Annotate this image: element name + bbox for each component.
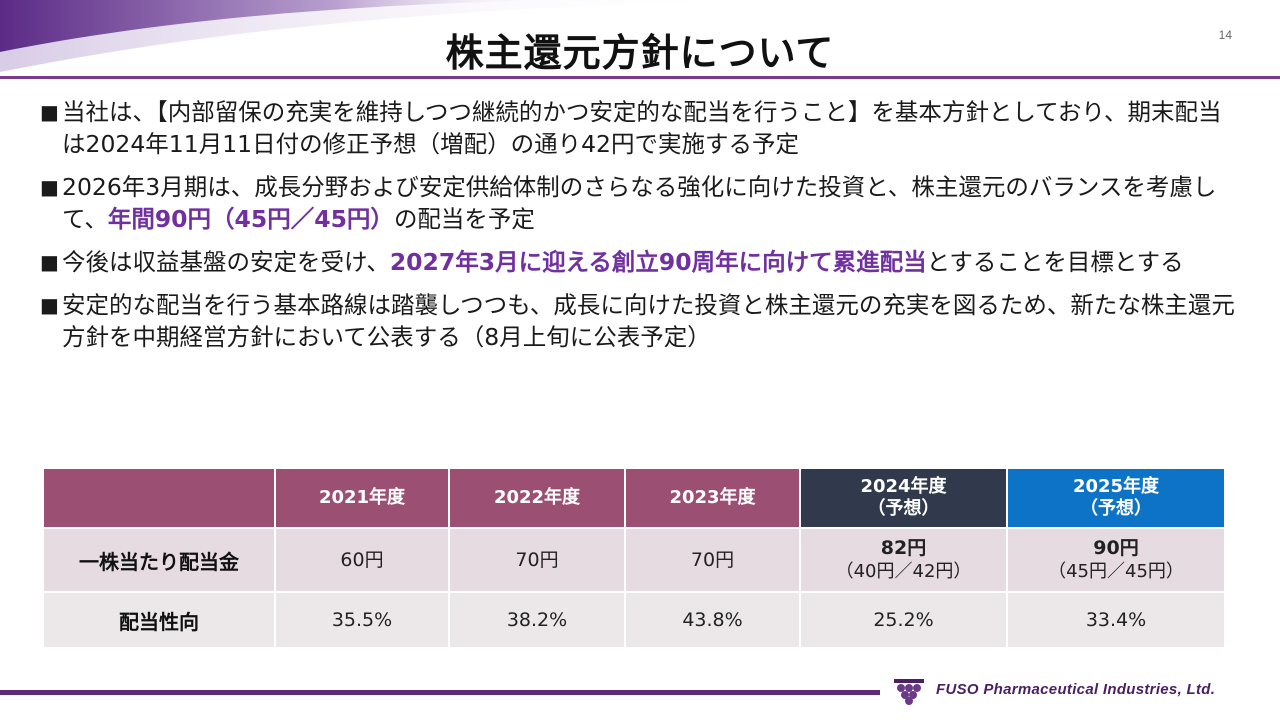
payout-fy2021: 35.5% bbox=[274, 591, 450, 649]
bullet-text-segment: 安定的な配当を行う基本路線は踏襲しつつも、成長に向けた投資と株主還元の充実を図る… bbox=[62, 291, 1235, 351]
bullet-text: 今後は収益基盤の安定を受け、2027年3月に迎える創立90周年に向けて累進配当と… bbox=[62, 246, 1240, 278]
footer-company-name: FUSO Pharmaceutical Industries, Ltd. bbox=[936, 681, 1216, 698]
bullet-text-segment: 当社は、【内部留保の充実を維持しつつ継続的かつ安定的な配当を行うこと】を基本方針… bbox=[62, 98, 1222, 158]
table-row-dividend-per-share: 一株当たり配当金 60円 70円 70円 82円 （40円／42円） 90円 （45… bbox=[42, 527, 1226, 593]
title-divider bbox=[0, 76, 1280, 79]
payout-fy2025: 33.4% bbox=[1006, 591, 1226, 649]
payout-fy2023: 43.8% bbox=[624, 591, 801, 649]
table-row-payout-ratio: 配当性向 35.5% 38.2% 43.8% 25.2% 33.4% bbox=[42, 591, 1226, 649]
bullet-marker: ■ bbox=[40, 293, 59, 317]
header-fy2021: 2021年度 bbox=[274, 467, 450, 529]
bullet-list: ■ 当社は、【内部留保の充実を維持しつつ継続的かつ安定的な配当を行うこと】を基本方… bbox=[40, 96, 1240, 364]
bullet-marker: ■ bbox=[40, 250, 59, 274]
highlighted-text: 年間90円（45円／45円） bbox=[107, 205, 394, 233]
bullet-text: 2026年3月期は、成長分野および安定供給体制のさらなる強化に向けた投資と、株主… bbox=[62, 171, 1240, 235]
bullet-item: ■ 2026年3月期は、成長分野および安定供給体制のさらなる強化に向けた投資と、株… bbox=[40, 171, 1240, 235]
highlighted-text: 2027年3月に迎える創立90周年に向けて累進配当 bbox=[389, 248, 927, 276]
table-corner-cell bbox=[42, 467, 276, 529]
bullet-text-segment: の配当を予定 bbox=[393, 205, 535, 233]
bullet-text: 当社は、【内部留保の充実を維持しつつ継続的かつ安定的な配当を行うこと】を基本方針… bbox=[62, 96, 1240, 160]
table-header-row: 2021年度 2022年度 2023年度 2024年度 （予想） 2025年度 （予… bbox=[42, 467, 1226, 529]
bullet-marker: ■ bbox=[40, 175, 59, 199]
header-fy2024: 2024年度 （予想） bbox=[799, 467, 1008, 529]
bullet-text-segment: とすることを目標とする bbox=[926, 248, 1184, 276]
dps-fy2021: 60円 bbox=[274, 527, 450, 593]
bullet-marker: ■ bbox=[40, 100, 59, 124]
fuso-grape-logo-icon bbox=[894, 679, 924, 705]
header-fy2023: 2023年度 bbox=[624, 467, 801, 529]
slide-title: 株主還元方針について bbox=[445, 31, 835, 75]
dps-fy2024: 82円 （40円／42円） bbox=[799, 527, 1008, 593]
page-number: 14 bbox=[1218, 28, 1232, 42]
payout-fy2022: 38.2% bbox=[448, 591, 626, 649]
bullet-item: ■ 今後は収益基盤の安定を受け、2027年3月に迎える創立90周年に向けて累進配当… bbox=[40, 246, 1240, 278]
bullet-text-segment: 2026年3月期は、成長分野および安定供給体制のさらなる強化に向けた投資と、株主… bbox=[62, 173, 1217, 233]
row-label-payout-ratio: 配当性向 bbox=[42, 591, 276, 649]
payout-fy2024: 25.2% bbox=[799, 591, 1008, 649]
bullet-item: ■ 安定的な配当を行う基本路線は踏襲しつつも、成長に向けた投資と株主還元の充実を図… bbox=[40, 289, 1240, 353]
header-fy2025: 2025年度 （予想） bbox=[1006, 467, 1226, 529]
dps-fy2022: 70円 bbox=[448, 527, 626, 593]
bullet-text-segment: 今後は収益基盤の安定を受け、 bbox=[62, 248, 390, 276]
bullet-text: 安定的な配当を行う基本路線は踏襲しつつも、成長に向けた投資と株主還元の充実を図る… bbox=[62, 289, 1240, 353]
header-fy2022: 2022年度 bbox=[448, 467, 626, 529]
row-label-dividend-per-share: 一株当たり配当金 bbox=[42, 527, 276, 593]
dps-fy2025: 90円 （45円／45円） bbox=[1006, 527, 1226, 593]
bullet-item: ■ 当社は、【内部留保の充実を維持しつつ継続的かつ安定的な配当を行うこと】を基本方… bbox=[40, 96, 1240, 160]
dps-fy2023: 70円 bbox=[624, 527, 801, 593]
dividend-table: 2021年度 2022年度 2023年度 2024年度 （予想） 2025年度 （予… bbox=[42, 467, 1226, 649]
footer-bar bbox=[0, 690, 880, 695]
